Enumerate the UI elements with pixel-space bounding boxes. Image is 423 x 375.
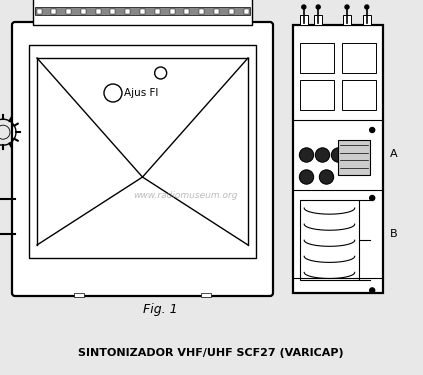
Circle shape bbox=[319, 170, 333, 184]
Bar bbox=[338, 140, 370, 175]
Text: B: B bbox=[390, 229, 398, 239]
Bar bbox=[66, 9, 71, 14]
Bar bbox=[300, 15, 308, 25]
Text: Ajus FI: Ajus FI bbox=[124, 88, 158, 98]
Circle shape bbox=[302, 5, 306, 9]
Bar bbox=[110, 9, 115, 14]
Circle shape bbox=[332, 148, 346, 162]
Bar bbox=[363, 15, 371, 25]
Bar bbox=[170, 9, 175, 14]
Bar bbox=[36, 9, 41, 14]
Bar bbox=[125, 9, 130, 14]
Bar bbox=[96, 9, 101, 14]
Bar bbox=[342, 80, 376, 110]
FancyBboxPatch shape bbox=[12, 22, 273, 296]
Bar bbox=[201, 293, 211, 297]
Bar bbox=[229, 9, 234, 14]
Circle shape bbox=[299, 148, 313, 162]
Text: A: A bbox=[390, 148, 398, 159]
Bar bbox=[35, 7, 250, 15]
Text: SINTONIZADOR VHF/UHF SCF27 (VARICAP): SINTONIZADOR VHF/UHF SCF27 (VARICAP) bbox=[78, 348, 344, 358]
Circle shape bbox=[365, 5, 369, 9]
Bar bbox=[199, 9, 204, 14]
Circle shape bbox=[345, 5, 349, 9]
Bar bbox=[29, 45, 256, 258]
Bar bbox=[214, 9, 219, 14]
Circle shape bbox=[370, 195, 375, 201]
Bar bbox=[51, 9, 56, 14]
Circle shape bbox=[370, 288, 375, 293]
Bar bbox=[33, 0, 252, 25]
Bar bbox=[140, 9, 145, 14]
Bar bbox=[300, 43, 335, 73]
Bar bbox=[244, 9, 248, 14]
Bar bbox=[342, 43, 376, 73]
Bar bbox=[300, 80, 335, 110]
Bar bbox=[300, 200, 359, 280]
Circle shape bbox=[316, 5, 320, 9]
Bar bbox=[184, 9, 190, 14]
Text: www.radiomuseum.org: www.radiomuseum.org bbox=[133, 190, 237, 200]
Bar bbox=[343, 15, 351, 25]
Circle shape bbox=[316, 148, 330, 162]
Circle shape bbox=[370, 128, 375, 132]
Bar bbox=[293, 25, 383, 293]
Bar bbox=[155, 9, 160, 14]
Text: Fig. 1: Fig. 1 bbox=[143, 303, 177, 316]
Bar bbox=[314, 15, 322, 25]
Circle shape bbox=[299, 170, 313, 184]
Bar bbox=[74, 293, 84, 297]
Bar bbox=[81, 9, 86, 14]
